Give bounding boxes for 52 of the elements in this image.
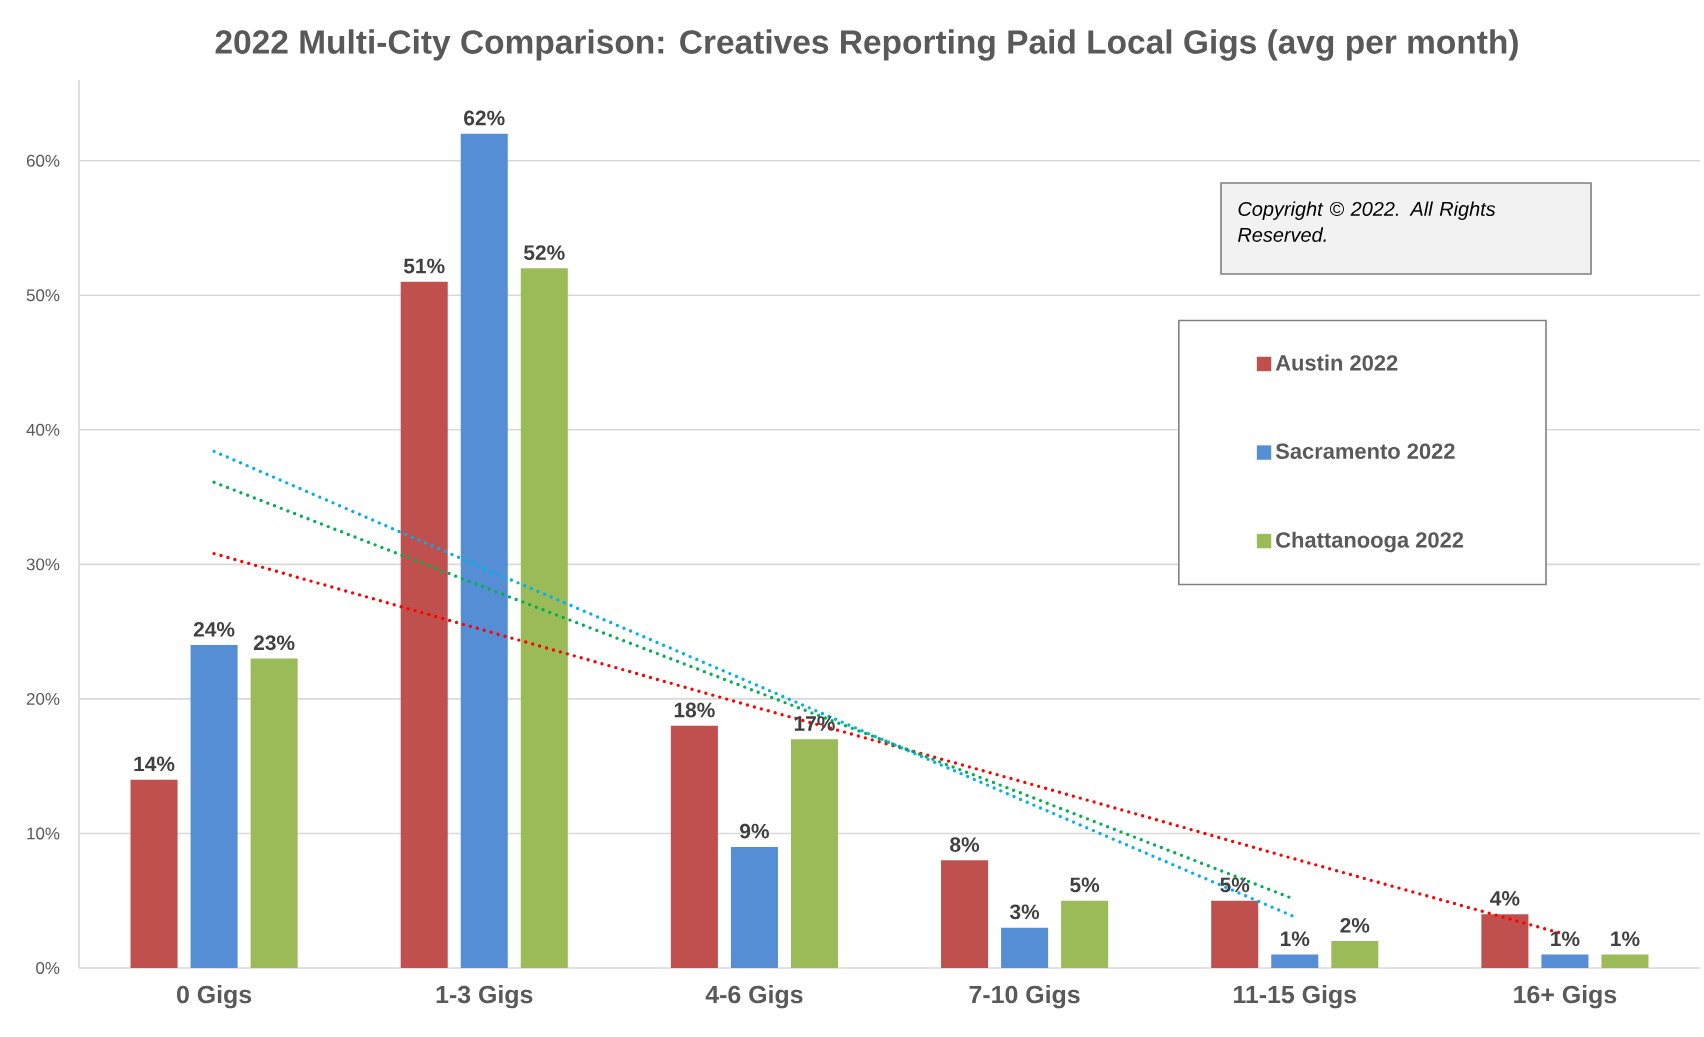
bar (670, 725, 718, 968)
bar (1541, 954, 1589, 968)
bar (1331, 941, 1379, 968)
x-tick-label: 7-10 Gigs (969, 985, 1080, 1009)
bar (400, 281, 448, 968)
data-label: 9% (740, 823, 769, 839)
bar (190, 645, 238, 968)
y-tick-label: 20% (26, 692, 60, 705)
bar (130, 779, 178, 968)
data-label: 51% (403, 258, 445, 274)
legend-label: Sacramento 2022 (1275, 443, 1455, 459)
bar (790, 739, 838, 968)
bar (1601, 954, 1649, 968)
data-label: 8% (950, 837, 980, 852)
data-label: 14% (134, 756, 175, 772)
y-tick-label: 0% (36, 962, 60, 974)
data-label: 1% (1551, 931, 1580, 947)
annotation: Copyright © 2022. All Rights Reserved. (1238, 201, 1496, 242)
x-tick-label: 1-3 Gigs (436, 985, 533, 1009)
data-label: 62% (464, 110, 505, 126)
data-label: 52% (524, 245, 565, 260)
y-tick-label: 50% (26, 289, 60, 302)
legend-label: Chattanooga 2022 (1276, 531, 1464, 553)
data-label: 24% (193, 621, 235, 637)
x-tick-label: 4-6 Gigs (705, 985, 803, 1009)
bar (941, 860, 989, 968)
y-tick-label: 40% (26, 423, 60, 436)
legend-label: Austin 2022 (1275, 354, 1398, 371)
y-tick-label: 60% (26, 154, 60, 167)
bar (520, 268, 568, 968)
bar (1061, 900, 1109, 968)
data-label: 5% (1070, 877, 1100, 893)
bar (1001, 927, 1049, 968)
y-tick-label: 30% (26, 558, 60, 571)
bar (1211, 900, 1259, 968)
data-label: 18% (674, 702, 715, 718)
bar (1271, 954, 1319, 968)
x-tick-label: 16+ Gigs (1514, 985, 1617, 1009)
data-label: 1% (1611, 931, 1640, 947)
y-tick-label: 10% (27, 827, 60, 840)
x-tick-label: 0 Gigs (177, 985, 252, 1009)
data-label: 2% (1340, 917, 1370, 933)
bar (250, 658, 298, 968)
data-label: 23% (253, 635, 295, 651)
bar (460, 133, 508, 968)
bar (730, 846, 778, 968)
bar (1481, 914, 1529, 968)
x-tick-label: 11-15 Gigs (1234, 985, 1357, 1009)
data-label: 1% (1280, 931, 1310, 947)
data-label: 3% (1009, 904, 1040, 920)
data-label: 4% (1490, 891, 1520, 906)
chart-title: 2022 Multi-City Comparison: Creatives Reporting Paid Local Gigs (avg per month) (215, 29, 1518, 61)
